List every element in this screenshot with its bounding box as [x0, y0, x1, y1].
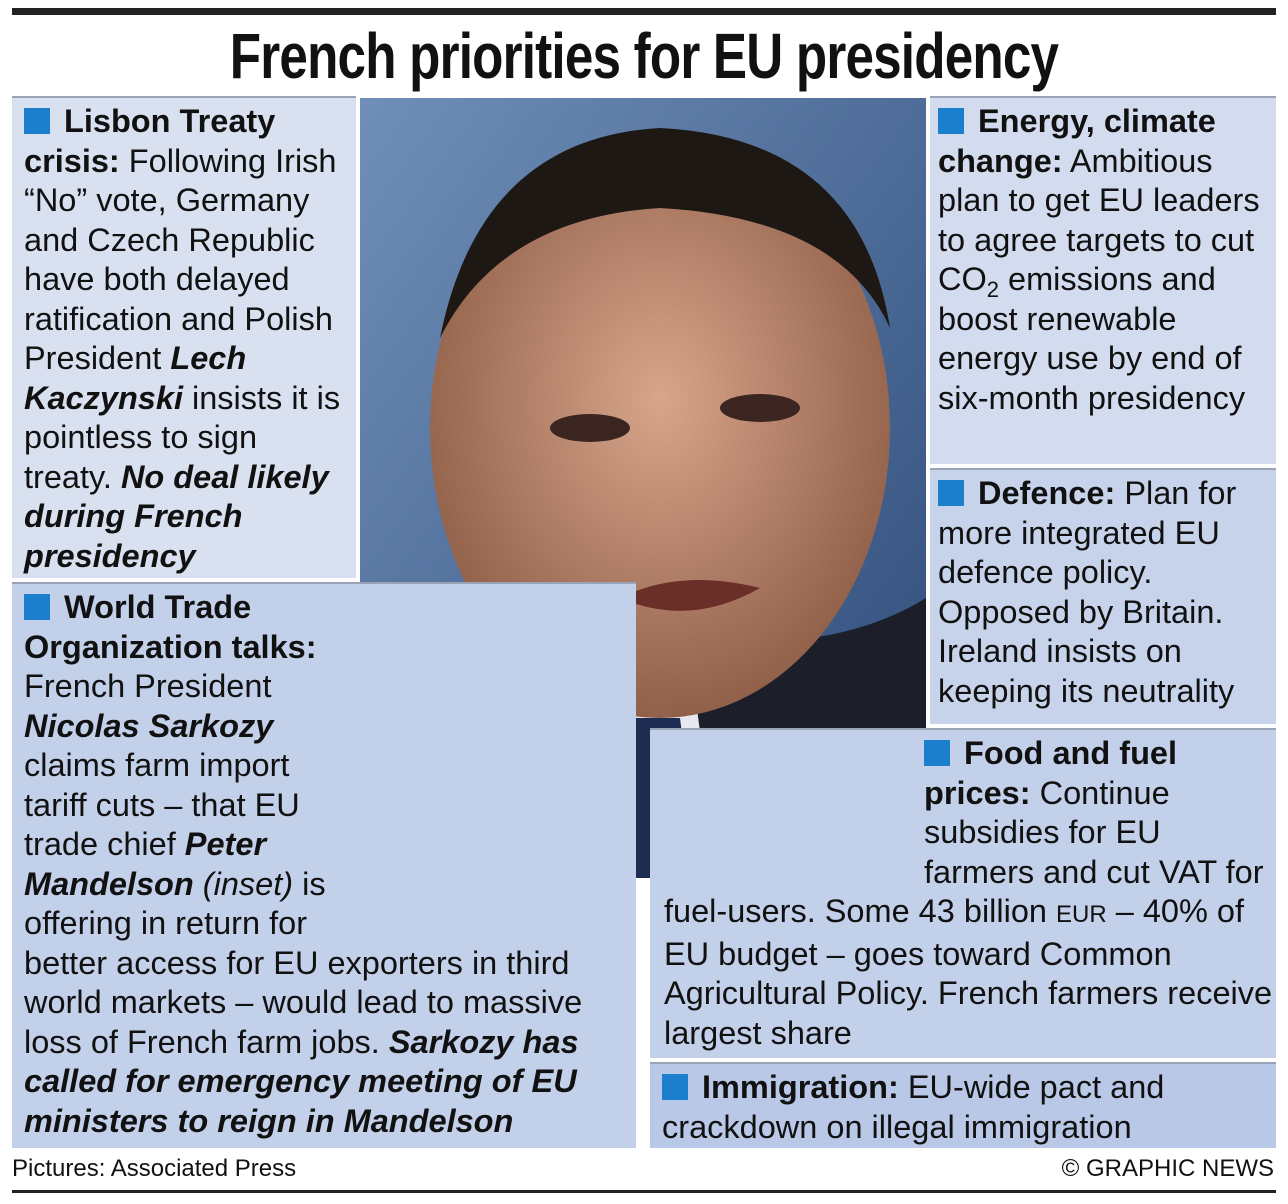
body-text: EU-wide pact and crackdown on illegal im… [662, 1069, 1165, 1145]
body-emphasis: Peter Mandelson [24, 826, 267, 902]
section-defence: Defence: Plan for more integrated EU def… [930, 468, 1276, 724]
body-emphasis: Nicolas Sarkozy [24, 707, 274, 744]
wrap-space [650, 734, 924, 892]
bullet [24, 108, 50, 134]
bottom-rule [12, 1190, 1276, 1193]
body-emphasis: Sarkozy has called for emergency meeting… [24, 1023, 579, 1139]
section-energy: Energy, climate change: Ambitious plan t… [930, 96, 1276, 464]
body-text: Plan for more integrated EU defence poli… [938, 475, 1237, 709]
bullet [24, 594, 50, 620]
bullet [938, 480, 964, 506]
heading: Energy, climate change: [938, 103, 1216, 179]
body-emphasis: Lech Kaczynski [24, 340, 247, 416]
top-rule [12, 8, 1276, 15]
body-text: Following Irish “No” vote, Germany and C… [24, 142, 337, 377]
heading: Food and fuel prices: [924, 735, 1178, 811]
title: French priorities for EU presidency [229, 20, 1059, 92]
copyright: © GRAPHIC NEWS [1061, 1155, 1274, 1182]
heading: Lisbon Treaty crisis: [24, 103, 276, 179]
heading: World Trade Organization talks: [24, 589, 317, 665]
body-text: emissions and boost renewable energy use… [938, 261, 1246, 416]
bullet [924, 740, 950, 766]
heading: Defence: [978, 475, 1116, 511]
currency: EUR [1056, 901, 1107, 928]
body-text: claims farm import tariff cuts – that EU… [24, 747, 300, 862]
body-text: is offering in return for better access … [24, 865, 583, 1060]
heading: Immigration: [702, 1069, 899, 1105]
section-immigration: Immigration: EU-wide pact and crackdown … [650, 1062, 1276, 1148]
bullet [938, 108, 964, 134]
body-emphasis: No deal likely during French presidency [24, 458, 329, 574]
body-text: French President [24, 668, 272, 704]
body-text: – 40% of EU budget – goes toward Common … [664, 893, 1273, 1051]
body-text: Continue subsidies for EU farmers and cu… [664, 774, 1264, 930]
subscript: 2 [986, 277, 999, 302]
section-lisbon: Lisbon Treaty crisis: Following Irish “N… [12, 96, 356, 578]
section-food: Food and fuel prices: Continue subsidies… [650, 728, 1276, 1058]
wrap-space [356, 588, 636, 906]
body-text: insists it is pointless to sign treaty. [24, 379, 341, 495]
section-wto: World Trade Organization talks: French P… [12, 582, 636, 1148]
body-text: Ambitious plan to get EU leaders to agre… [938, 142, 1260, 298]
body-italic: (inset) [202, 865, 294, 902]
bullet [662, 1074, 688, 1100]
credit: Pictures: Associated Press [12, 1155, 297, 1182]
